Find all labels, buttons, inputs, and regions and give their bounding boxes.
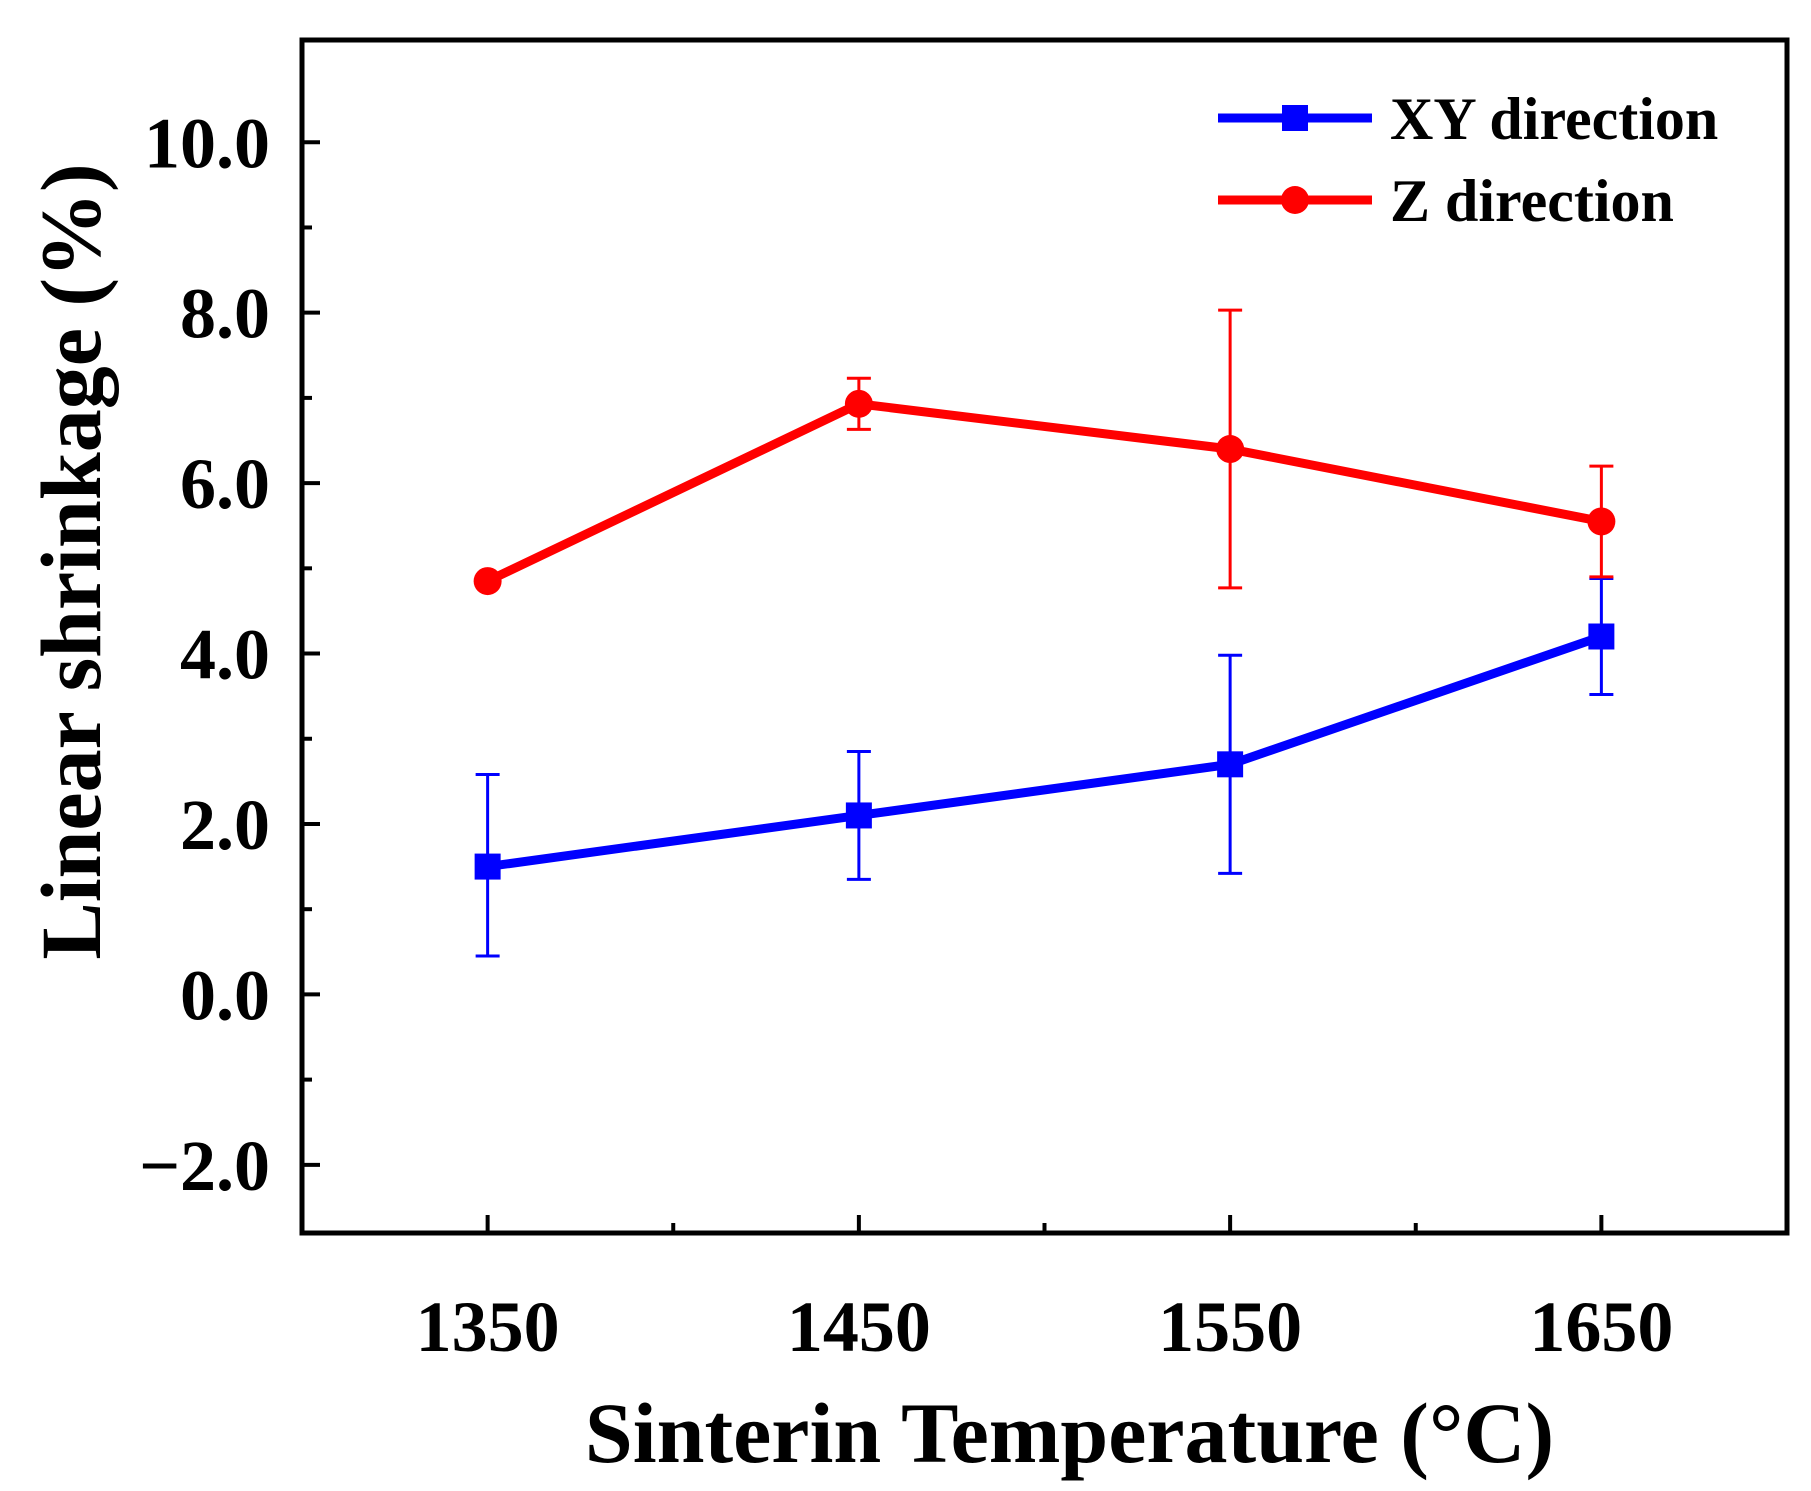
data-point-z bbox=[844, 389, 873, 418]
x-axis-title: Sinterin Temperature (°C) bbox=[585, 1385, 1554, 1481]
x-tick-label: 1650 bbox=[1529, 1287, 1673, 1367]
y-tick-label: −2.0 bbox=[139, 1126, 270, 1206]
data-point-z bbox=[1216, 435, 1245, 464]
y-tick-label: 6.0 bbox=[180, 444, 270, 524]
data-point-xy bbox=[474, 853, 501, 880]
data-point-z bbox=[473, 567, 502, 596]
data-point-xy bbox=[845, 802, 872, 829]
series-line-z bbox=[485, 399, 1603, 586]
y-axis-title: Linear shrinkage (%) bbox=[23, 163, 119, 959]
data-point-xy bbox=[1217, 751, 1244, 778]
data-point-xy bbox=[1588, 623, 1615, 650]
y-tick-label: 8.0 bbox=[180, 274, 270, 354]
chart-marks bbox=[473, 308, 1616, 958]
axes: 1350 1450 1550 1650 −2.0 0.0 2.0 4.0 6.0 8.0 10.0 bbox=[139, 103, 1673, 1367]
legend-label-z: Z direction bbox=[1390, 168, 1674, 234]
y-tick-label: 4.0 bbox=[180, 615, 270, 695]
data-point-z bbox=[1587, 507, 1616, 536]
legend-marker-z bbox=[1281, 186, 1309, 214]
x-tick-label: 1550 bbox=[1158, 1287, 1302, 1367]
y-tick-label: 10.0 bbox=[144, 103, 270, 183]
y-tick-label: 0.0 bbox=[180, 955, 270, 1035]
legend: XY direction Z direction bbox=[1218, 86, 1718, 234]
series-line-xy bbox=[487, 632, 1603, 872]
x-tick-label: 1350 bbox=[416, 1287, 560, 1367]
legend-marker-xy bbox=[1282, 105, 1308, 131]
y-tick-label: 2.0 bbox=[180, 785, 270, 865]
legend-label-xy: XY direction bbox=[1390, 86, 1718, 152]
x-tick-label: 1450 bbox=[787, 1287, 931, 1367]
